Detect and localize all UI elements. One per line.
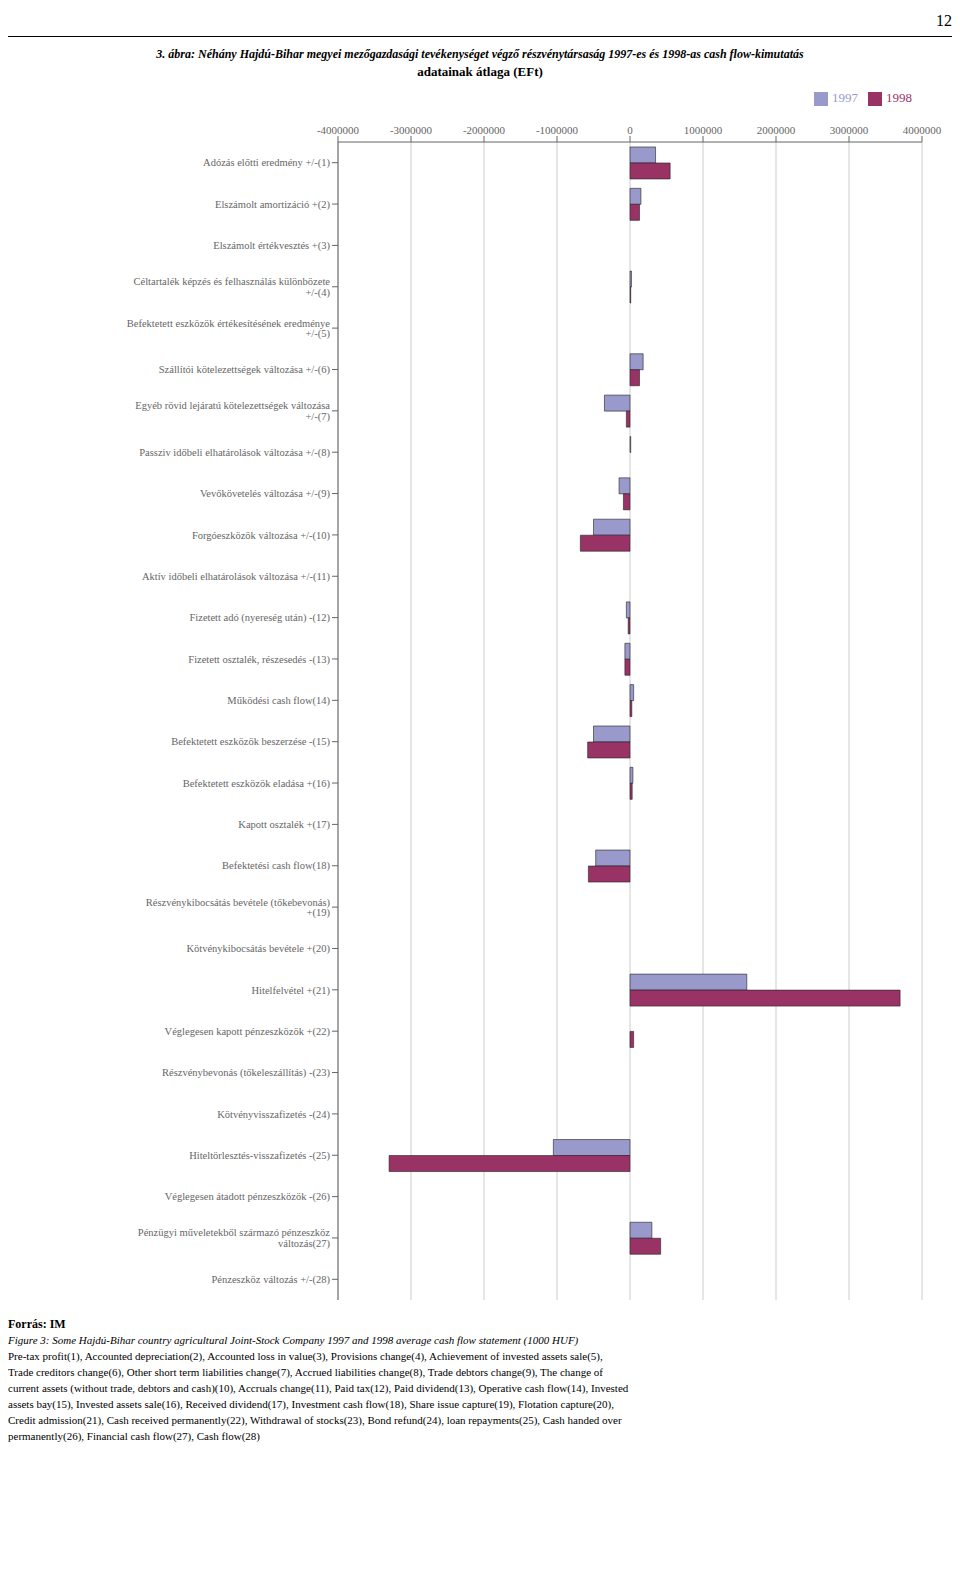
svg-text:Véglegesen kapott pénzeszközök: Véglegesen kapott pénzeszközök +(22) [165,1026,331,1038]
svg-text:Céltartalék képzés és felhaszn: Céltartalék képzés és felhasználás külön… [134,276,331,299]
svg-text:Adózás előtti eredmény +/-(1): Adózás előtti eredmény +/-(1) [203,157,330,169]
svg-text:Befektetési cash flow(18): Befektetési cash flow(18) [222,860,330,872]
html-text:current assets (without trade,: current assets (without trade, debtors a… [8,1382,629,1394]
svg-text:0: 0 [627,124,633,136]
svg-text:Hiteltörlesztés-visszafizetés: Hiteltörlesztés-visszafizetés -(25) [189,1150,330,1162]
svg-text:Részvénybevonás (tőkeleszállít: Részvénybevonás (tőkeleszállítás) -(23) [162,1067,330,1079]
svg-text:-3000000: -3000000 [390,124,433,136]
svg-text:Forgóeszközök változása +/-(10: Forgóeszközök változása +/-(10) [192,530,331,542]
svg-text:Kötvényvisszafizetés -(24): Kötvényvisszafizetés -(24) [217,1109,330,1121]
html-text:Trade creditors change(6), Oth: Trade creditors change(6), Other short t… [8,1366,603,1378]
html-text:Credit admission(21), Cash rec: Credit admission(21), Cash received perm… [8,1414,622,1426]
svg-text:Passziv időbeli elhatárolások: Passziv időbeli elhatárolások változása … [139,447,330,459]
svg-text:Elszámolt amortizáció +(2): Elszámolt amortizáció +(2) [215,199,330,211]
svg-text:Részvénykibocsátás bevétele (t: Részvénykibocsátás bevétele (tőkebevonás… [146,897,331,920]
svg-text:Véglegesen átadott pénzeszközö: Véglegesen átadott pénzeszközök -(26) [165,1191,331,1203]
svg-text:Befektetett eszközök beszerzés: Befektetett eszközök beszerzése -(15) [171,736,330,748]
svg-text:-2000000: -2000000 [463,124,506,136]
html-text:assets bay(15), Invested asset: assets bay(15), Invested assets sale(16)… [8,1398,614,1410]
html-text:12: 12 [936,12,952,29]
html-text:adatainak átlaga (EFt): adatainak átlaga (EFt) [417,64,543,79]
svg-text:Vevőkövetelés változása +/-(9): Vevőkövetelés változása +/-(9) [200,488,331,500]
svg-text:-4000000: -4000000 [317,124,360,136]
svg-text:3000000: 3000000 [830,124,869,136]
html-text:Pre-tax profit(1), Accounted d: Pre-tax profit(1), Accounted depreciatio… [8,1350,603,1362]
svg-text:1000000: 1000000 [684,124,723,136]
svg-text:Aktív időbeli elhatárolások vá: Aktív időbeli elhatárolások változása +/… [142,571,331,583]
html-text:3. ábra: Néhány Hajdú-Bihar me: 3. ábra: Néhány Hajdú-Bihar megyei mezőg… [156,47,804,61]
svg-text:Befektetett eszközök értékesít: Befektetett eszközök értékesítésének ere… [127,318,331,341]
svg-text:Kötvénykibocsátás bevétele +(2: Kötvénykibocsátás bevétele +(20) [186,943,330,955]
html-text:Forrás: IM: Forrás: IM [8,1317,66,1331]
svg-text:Szállítói kötelezettségek vált: Szállítói kötelezettségek változása +/-(… [159,364,331,376]
svg-text:Elszámolt értékvesztés +(3): Elszámolt értékvesztés +(3) [213,240,330,252]
html-text:permanently(26), Financial cas: permanently(26), Financial cash flow(27)… [8,1430,260,1442]
svg-text:Működési cash flow(14): Működési cash flow(14) [227,695,330,707]
svg-text:Fizetett adó (nyereség után) -: Fizetett adó (nyereség után) -(12) [189,612,330,624]
svg-text:4000000: 4000000 [903,124,942,136]
html-text:Figure 3: Some Hajdú-Bihar cou: Figure 3: Some Hajdú-Bihar country agric… [8,1334,579,1346]
svg-text:Kapott osztalék +(17): Kapott osztalék +(17) [238,819,330,831]
svg-text:Fizetett osztalék, részesedés: Fizetett osztalék, részesedés -(13) [188,654,330,666]
svg-text:2000000: 2000000 [757,124,796,136]
svg-text:Pénzeszköz változás +/-(28): Pénzeszköz változás +/-(28) [212,1274,331,1286]
html-text:1997: 1997 [832,90,858,105]
html-text:1998: 1998 [886,90,912,105]
svg-text:-1000000: -1000000 [536,124,579,136]
svg-text:Hitelfelvétel +(21): Hitelfelvétel +(21) [251,985,330,997]
svg-text:Pénzügyi műveletekből származó: Pénzügyi műveletekből származó pénzeszkö… [138,1227,331,1250]
svg-text:Befektetett eszközök eladása +: Befektetett eszközök eladása +(16) [183,778,331,790]
svg-text:Egyéb rövid lejáratú kötelezet: Egyéb rövid lejáratú kötelezettségek vál… [135,400,330,423]
